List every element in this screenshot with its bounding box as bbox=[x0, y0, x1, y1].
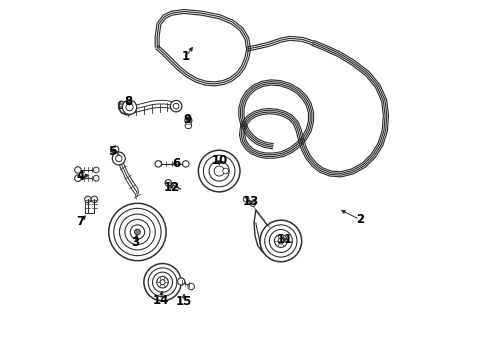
Circle shape bbox=[112, 152, 125, 165]
Circle shape bbox=[214, 166, 224, 176]
Polygon shape bbox=[119, 101, 128, 108]
Circle shape bbox=[135, 229, 140, 235]
Text: 14: 14 bbox=[152, 294, 169, 307]
Circle shape bbox=[126, 104, 133, 111]
Circle shape bbox=[114, 208, 161, 256]
Circle shape bbox=[122, 100, 137, 114]
Text: 13: 13 bbox=[242, 195, 259, 208]
Circle shape bbox=[185, 122, 192, 129]
Circle shape bbox=[120, 214, 155, 250]
Circle shape bbox=[260, 220, 302, 262]
Text: 8: 8 bbox=[124, 95, 133, 108]
Text: 11: 11 bbox=[276, 233, 293, 246]
Circle shape bbox=[85, 196, 91, 203]
Circle shape bbox=[223, 168, 228, 174]
Text: 12: 12 bbox=[163, 181, 180, 194]
Circle shape bbox=[278, 238, 284, 244]
Circle shape bbox=[93, 175, 99, 181]
Circle shape bbox=[109, 203, 166, 261]
Circle shape bbox=[91, 196, 98, 203]
Circle shape bbox=[265, 225, 297, 257]
Circle shape bbox=[250, 202, 255, 207]
Text: 15: 15 bbox=[176, 296, 192, 309]
Circle shape bbox=[270, 229, 293, 252]
Circle shape bbox=[152, 272, 172, 292]
Circle shape bbox=[198, 150, 240, 192]
Text: 7: 7 bbox=[77, 215, 85, 228]
Circle shape bbox=[144, 264, 181, 301]
Circle shape bbox=[112, 146, 119, 153]
Circle shape bbox=[209, 161, 229, 181]
Circle shape bbox=[148, 268, 177, 297]
Circle shape bbox=[74, 167, 81, 173]
Text: 2: 2 bbox=[356, 213, 364, 226]
Circle shape bbox=[165, 180, 172, 186]
Circle shape bbox=[185, 117, 192, 124]
Circle shape bbox=[157, 276, 168, 288]
Circle shape bbox=[125, 220, 150, 244]
Circle shape bbox=[274, 234, 287, 247]
Text: 4: 4 bbox=[76, 170, 85, 183]
Text: 9: 9 bbox=[183, 113, 192, 126]
Circle shape bbox=[173, 103, 179, 109]
Text: 10: 10 bbox=[212, 154, 228, 167]
Circle shape bbox=[177, 278, 185, 285]
Circle shape bbox=[171, 100, 182, 112]
Circle shape bbox=[93, 167, 99, 173]
Text: 3: 3 bbox=[131, 236, 140, 249]
Circle shape bbox=[203, 155, 235, 187]
Circle shape bbox=[183, 161, 189, 167]
Circle shape bbox=[74, 175, 81, 181]
Circle shape bbox=[188, 283, 195, 290]
Circle shape bbox=[160, 280, 165, 285]
Text: 1: 1 bbox=[182, 50, 190, 63]
Circle shape bbox=[155, 161, 161, 167]
Text: 5: 5 bbox=[108, 145, 117, 158]
Circle shape bbox=[243, 196, 249, 202]
Circle shape bbox=[130, 225, 145, 239]
Text: 6: 6 bbox=[173, 157, 181, 170]
Circle shape bbox=[116, 155, 122, 162]
